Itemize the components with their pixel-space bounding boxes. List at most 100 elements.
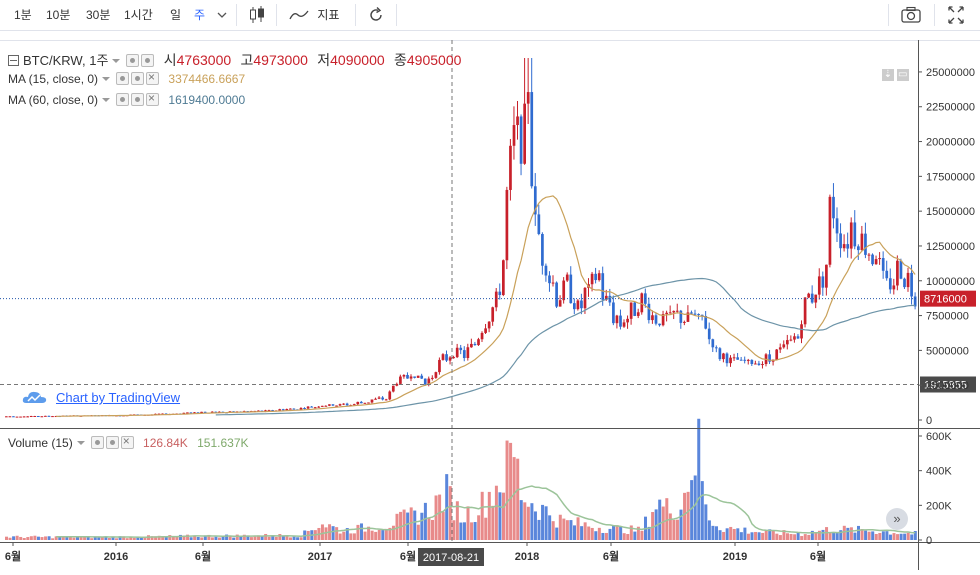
scroll-to-realtime-button[interactable]: » xyxy=(886,508,908,530)
maximize-pane-icon[interactable]: ▭ xyxy=(896,69,909,81)
candle-body xyxy=(324,405,328,407)
candle-body xyxy=(541,234,544,266)
candle-body xyxy=(739,359,743,361)
volume-bar xyxy=(693,475,697,540)
volume-bar xyxy=(12,536,16,540)
volume-bar xyxy=(519,500,523,540)
visibility-icon[interactable] xyxy=(116,72,130,85)
candle-body xyxy=(516,116,519,126)
volume-bar xyxy=(97,537,101,540)
candle-body xyxy=(746,359,750,361)
candle-body xyxy=(441,354,445,360)
candle-body xyxy=(310,406,313,408)
candle-body xyxy=(494,291,498,308)
volume-bar xyxy=(778,535,782,540)
candle-body xyxy=(573,303,576,310)
volume-bar xyxy=(800,536,804,540)
candle-body xyxy=(338,404,342,406)
volume-bar xyxy=(335,527,339,540)
volume-bar xyxy=(679,509,683,540)
indicators-button[interactable]: 지표 xyxy=(288,0,339,30)
candle-body xyxy=(438,359,441,373)
interval-week-button[interactable]: 주 xyxy=(194,8,206,22)
candle-body xyxy=(51,416,54,418)
time-axis-label: 6월 xyxy=(5,549,21,563)
time-axis-label: 2018 xyxy=(515,551,539,563)
visibility-icon[interactable] xyxy=(116,93,130,106)
settings-icon[interactable] xyxy=(105,436,119,449)
volume-bar xyxy=(668,513,672,540)
volume-bar xyxy=(320,524,324,540)
volume-bar xyxy=(683,492,687,540)
volume-bar xyxy=(356,524,360,540)
visibility-icon[interactable] xyxy=(126,54,140,67)
candle-body xyxy=(484,328,487,333)
interval-dropdown-button[interactable] xyxy=(216,0,228,30)
candle-body xyxy=(612,302,615,324)
close-icon[interactable] xyxy=(120,434,134,449)
candle-body xyxy=(466,347,470,359)
toolbar-divider xyxy=(396,4,397,26)
candle-body xyxy=(590,273,594,285)
volume-bar xyxy=(186,534,190,540)
volume-bar xyxy=(874,533,878,540)
volume-bar xyxy=(537,519,541,540)
settings-icon[interactable] xyxy=(131,72,145,85)
candle-body xyxy=(690,312,693,314)
visibility-icon[interactable] xyxy=(90,436,104,449)
volume-bar xyxy=(864,530,868,540)
interval-10m-button[interactable]: 10분 xyxy=(46,8,71,22)
chart-style-button[interactable] xyxy=(246,0,268,30)
volume-bar xyxy=(274,536,278,540)
volume-bar xyxy=(700,481,704,540)
volume-bar xyxy=(509,442,513,540)
tradingview-watermark[interactable]: Chart by TradingView xyxy=(22,389,180,405)
interval-1h-button[interactable]: 1시간 xyxy=(124,8,153,22)
interval-30m-button[interactable]: 30분 xyxy=(86,8,111,22)
candle-body xyxy=(665,312,668,315)
volume-bar xyxy=(494,485,498,540)
interval-1m-button[interactable]: 1분 xyxy=(14,8,32,22)
candle-body xyxy=(257,410,260,412)
collapse-legend-icon[interactable] xyxy=(8,55,19,66)
interval-day-button[interactable]: 일 xyxy=(170,8,182,22)
candle-body xyxy=(47,415,51,417)
volume-bar xyxy=(757,532,761,540)
chevron-down-icon[interactable] xyxy=(102,98,111,102)
volume-bar xyxy=(406,512,410,540)
candle-body xyxy=(448,357,452,361)
settings-icon[interactable] xyxy=(141,54,155,67)
close-icon[interactable] xyxy=(146,91,160,106)
volume-bar xyxy=(253,536,257,540)
settings-icon[interactable] xyxy=(131,93,145,106)
volume-bar xyxy=(867,531,871,540)
close-icon[interactable] xyxy=(146,70,160,85)
chart-container[interactable]: 8716000 1915855 2017-08-21 25000000 2250000… xyxy=(0,40,980,570)
candle-body xyxy=(36,416,40,418)
reset-chart-button[interactable] xyxy=(366,0,386,30)
candle-body xyxy=(697,313,700,315)
candle-body xyxy=(487,321,491,329)
volume-bar xyxy=(665,498,669,540)
candle-body xyxy=(523,103,526,164)
candle-body xyxy=(530,92,534,187)
chevron-down-icon[interactable] xyxy=(112,59,121,63)
candle-body xyxy=(903,278,906,288)
candle-body xyxy=(193,412,196,414)
volume-bar xyxy=(452,520,456,540)
chevron-down-icon[interactable] xyxy=(76,441,85,445)
toolbar-divider xyxy=(888,4,889,26)
candle-body xyxy=(636,312,640,316)
close-label: 종 xyxy=(394,52,407,68)
fullscreen-button[interactable] xyxy=(946,0,966,30)
candle-body xyxy=(786,340,789,345)
chevron-down-icon[interactable] xyxy=(102,77,111,81)
move-down-icon[interactable]: ⇣ xyxy=(882,69,894,81)
volume-bar xyxy=(107,537,111,540)
candle-body xyxy=(839,233,842,249)
candle-body xyxy=(203,411,207,413)
snapshot-button[interactable] xyxy=(900,0,922,30)
volume-bar xyxy=(221,535,225,540)
double-chevron-right-icon: » xyxy=(893,511,901,526)
